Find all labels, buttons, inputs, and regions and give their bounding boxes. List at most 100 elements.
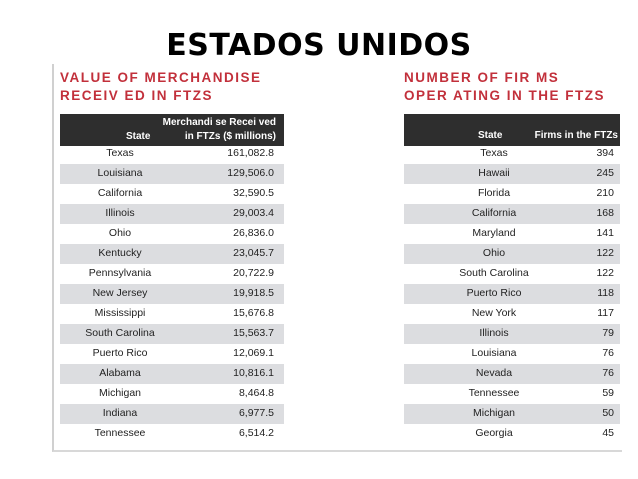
merchandise-state-cell: Puerto Rico bbox=[92, 347, 148, 359]
firms-state-cell: Maryland bbox=[472, 227, 516, 239]
merchandise-value-cell: 20,722.9 bbox=[233, 267, 274, 279]
merchandise-state-cell: Louisiana bbox=[97, 167, 143, 179]
merchandise-table-row: Tennessee 6,514.2 bbox=[60, 424, 284, 444]
firms-value-cell: 122 bbox=[596, 247, 614, 259]
firms-table-row: Ohio 122 bbox=[404, 244, 620, 264]
firms-state-cell: Michigan bbox=[472, 407, 516, 419]
merchandise-value-cell: 23,045.7 bbox=[233, 247, 274, 259]
firms-state-cell: Georgia bbox=[475, 427, 513, 439]
merchandise-table-row: Texas 161,082.8 bbox=[60, 144, 284, 164]
firms-table-row: Texas 394 bbox=[404, 144, 620, 164]
merchandise-state-cell: Illinois bbox=[105, 207, 135, 219]
firms-table-row: Florida 210 bbox=[404, 184, 620, 204]
firms-value-cell: 122 bbox=[596, 267, 614, 279]
firms-value-cell: 117 bbox=[597, 307, 614, 319]
merchandise-state-cell: Texas bbox=[106, 147, 134, 159]
merchandise-state-cell: South Carolina bbox=[85, 327, 155, 339]
firms-value-cell: 394 bbox=[596, 147, 614, 159]
firms-table-row: Georgia 45 bbox=[404, 424, 620, 444]
merchandise-value-cell: 6,514.2 bbox=[238, 427, 274, 439]
firms-value-cell: 210 bbox=[596, 187, 614, 199]
firms-state-cell: Illinois bbox=[479, 327, 509, 339]
merchandise-value-cell: 32,590.5 bbox=[233, 187, 274, 199]
merchandise-table-row: Mississippi 15,676.8 bbox=[60, 304, 284, 324]
merchandise-table-header: State Merchandi se Recei ved in FTZs ($ … bbox=[60, 114, 284, 146]
merchandise-state-cell: New Jersey bbox=[92, 287, 148, 299]
merchandise-value-cell: 15,563.7 bbox=[233, 327, 274, 339]
merchandise-table-row: Kentucky 23,045.7 bbox=[60, 244, 284, 264]
merchandise-header-value-line2: in FTZs ($ millions) bbox=[184, 131, 276, 142]
firms-value-cell: 45 bbox=[602, 427, 614, 439]
merchandise-header-value-line1: Merchandi se Recei ved bbox=[162, 117, 276, 128]
firms-state-cell: Nevada bbox=[475, 367, 513, 379]
firms-table-row: Illinois 79 bbox=[404, 324, 620, 344]
firms-header-value: Firms in the FTZs bbox=[534, 130, 618, 141]
merchandise-state-cell: Tennessee bbox=[94, 427, 146, 439]
firms-value-cell: 59 bbox=[602, 387, 614, 399]
merchandise-table-row: Ohio 26,836.0 bbox=[60, 224, 284, 244]
merchandise-table-row: Puerto Rico 12,069.1 bbox=[60, 344, 284, 364]
firms-value-cell: 79 bbox=[602, 327, 614, 339]
firms-heading-line2: Oper ating in the Ftzs bbox=[404, 88, 605, 103]
firms-state-cell: California bbox=[471, 207, 517, 219]
merchandise-state-cell: California bbox=[97, 187, 143, 199]
firms-value-cell: 245 bbox=[596, 167, 614, 179]
firms-value-cell: 141 bbox=[596, 227, 614, 239]
merchandise-table-row: Pennsylvania 20,722.9 bbox=[60, 264, 284, 284]
firms-table-row: Louisiana 76 bbox=[404, 344, 620, 364]
merchandise-value-cell: 161,082.8 bbox=[227, 147, 274, 159]
merchandise-value-cell: 29,003.4 bbox=[233, 207, 274, 219]
firms-state-cell: Puerto Rico bbox=[466, 287, 522, 299]
firms-table-row: Puerto Rico 118 bbox=[404, 284, 620, 304]
firms-table-row: California 168 bbox=[404, 204, 620, 224]
firms-state-cell: South Carolina bbox=[459, 267, 529, 279]
merchandise-value-cell: 15,676.8 bbox=[233, 307, 274, 319]
merchandise-table-row: Michigan 8,464.8 bbox=[60, 384, 284, 404]
merchandise-value-cell: 8,464.8 bbox=[238, 387, 274, 399]
merchandise-state-cell: Mississippi bbox=[94, 307, 146, 319]
merchandise-table-row: South Carolina 15,563.7 bbox=[60, 324, 284, 344]
merchandise-table-row: California 32,590.5 bbox=[60, 184, 284, 204]
merchandise-state-cell: Alabama bbox=[99, 367, 141, 379]
merchandise-state-cell: Pennsylvania bbox=[88, 267, 152, 279]
firms-table-header: State Firms in the FTZs bbox=[404, 114, 620, 146]
merchandise-table-row: Indiana 6,977.5 bbox=[60, 404, 284, 424]
firms-value-cell: 118 bbox=[597, 287, 614, 299]
firms-heading-line1: Number of Fir ms bbox=[404, 70, 560, 85]
firms-state-cell: Tennessee bbox=[468, 387, 520, 399]
firms-value-cell: 168 bbox=[596, 207, 614, 219]
firms-state-cell: Texas bbox=[480, 147, 508, 159]
firms-state-cell: Ohio bbox=[482, 247, 506, 259]
merchandise-state-cell: Indiana bbox=[102, 407, 138, 419]
merchandise-table-row: Louisiana 129,506.0 bbox=[60, 164, 284, 184]
merchandise-value-cell: 12,069.1 bbox=[233, 347, 274, 359]
firms-state-cell: New York bbox=[471, 307, 517, 319]
merchandise-table-row: Alabama 10,816.1 bbox=[60, 364, 284, 384]
merchandise-value-cell: 129,506.0 bbox=[227, 167, 274, 179]
firms-table-row: South Carolina 122 bbox=[404, 264, 620, 284]
firms-state-cell: Louisiana bbox=[471, 347, 517, 359]
firms-table-row: Michigan 50 bbox=[404, 404, 620, 424]
firms-table-row: Nevada 76 bbox=[404, 364, 620, 384]
firms-value-cell: 76 bbox=[602, 347, 614, 359]
firms-table-row: Hawaii 245 bbox=[404, 164, 620, 184]
merchandise-value-cell: 19,918.5 bbox=[233, 287, 274, 299]
firms-state-cell: Hawaii bbox=[478, 167, 510, 179]
merchandise-value-cell: 26,836.0 bbox=[233, 227, 274, 239]
firms-value-cell: 50 bbox=[602, 407, 614, 419]
merchandise-state-cell: Ohio bbox=[108, 227, 132, 239]
merchandise-state-cell: Kentucky bbox=[98, 247, 142, 259]
merchandise-table-row: New Jersey 19,918.5 bbox=[60, 284, 284, 304]
merchandise-header-state: State bbox=[126, 131, 151, 142]
firms-header-state: State bbox=[478, 130, 503, 141]
firms-table-row: Maryland 141 bbox=[404, 224, 620, 244]
firms-table-row: New York 117 bbox=[404, 304, 620, 324]
firms-value-cell: 76 bbox=[602, 367, 614, 379]
merchandise-value-cell: 6,977.5 bbox=[238, 407, 274, 419]
firms-state-cell: Florida bbox=[477, 187, 511, 199]
merchandise-state-cell: Michigan bbox=[98, 387, 142, 399]
merchandise-table-row: Illinois 29,003.4 bbox=[60, 204, 284, 224]
